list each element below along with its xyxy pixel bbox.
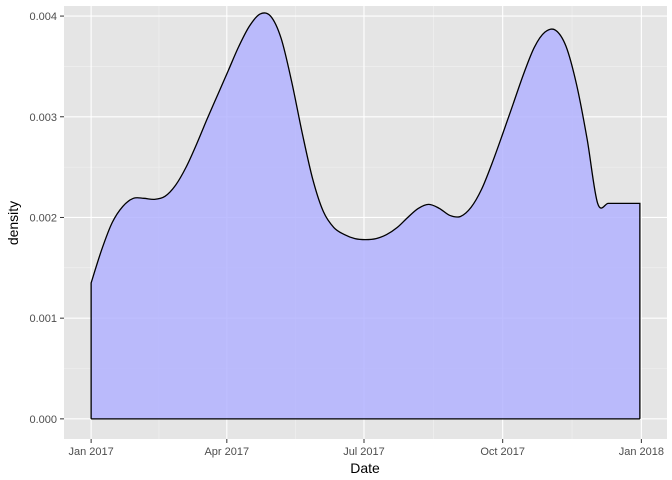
x-tick-label: Oct 2017 [480,446,525,458]
y-tick-label: 0.001 [29,313,57,325]
y-axis: 0.000 0.001 0.002 0.003 0.004 [29,11,64,426]
series-layer [90,12,641,420]
y-tick-label: 0.000 [29,414,57,426]
y-tick-label: 0.003 [29,112,57,124]
x-tick-label: Jul 2017 [343,446,385,458]
y-axis-title: density [5,201,21,245]
y-tick-label: 0.002 [29,212,57,224]
density-area [91,12,640,419]
x-axis-title: Date [350,460,380,476]
x-tick-label: Jan 2017 [69,446,114,458]
x-tick-label: Jan 2018 [619,446,664,458]
y-tick-label: 0.004 [29,11,57,23]
density-line [90,12,641,419]
x-tick-label: Apr 2017 [204,446,249,458]
x-axis: Jan 2017 Apr 2017 Jul 2017 Oct 2017 Jan 2018 [69,439,664,458]
